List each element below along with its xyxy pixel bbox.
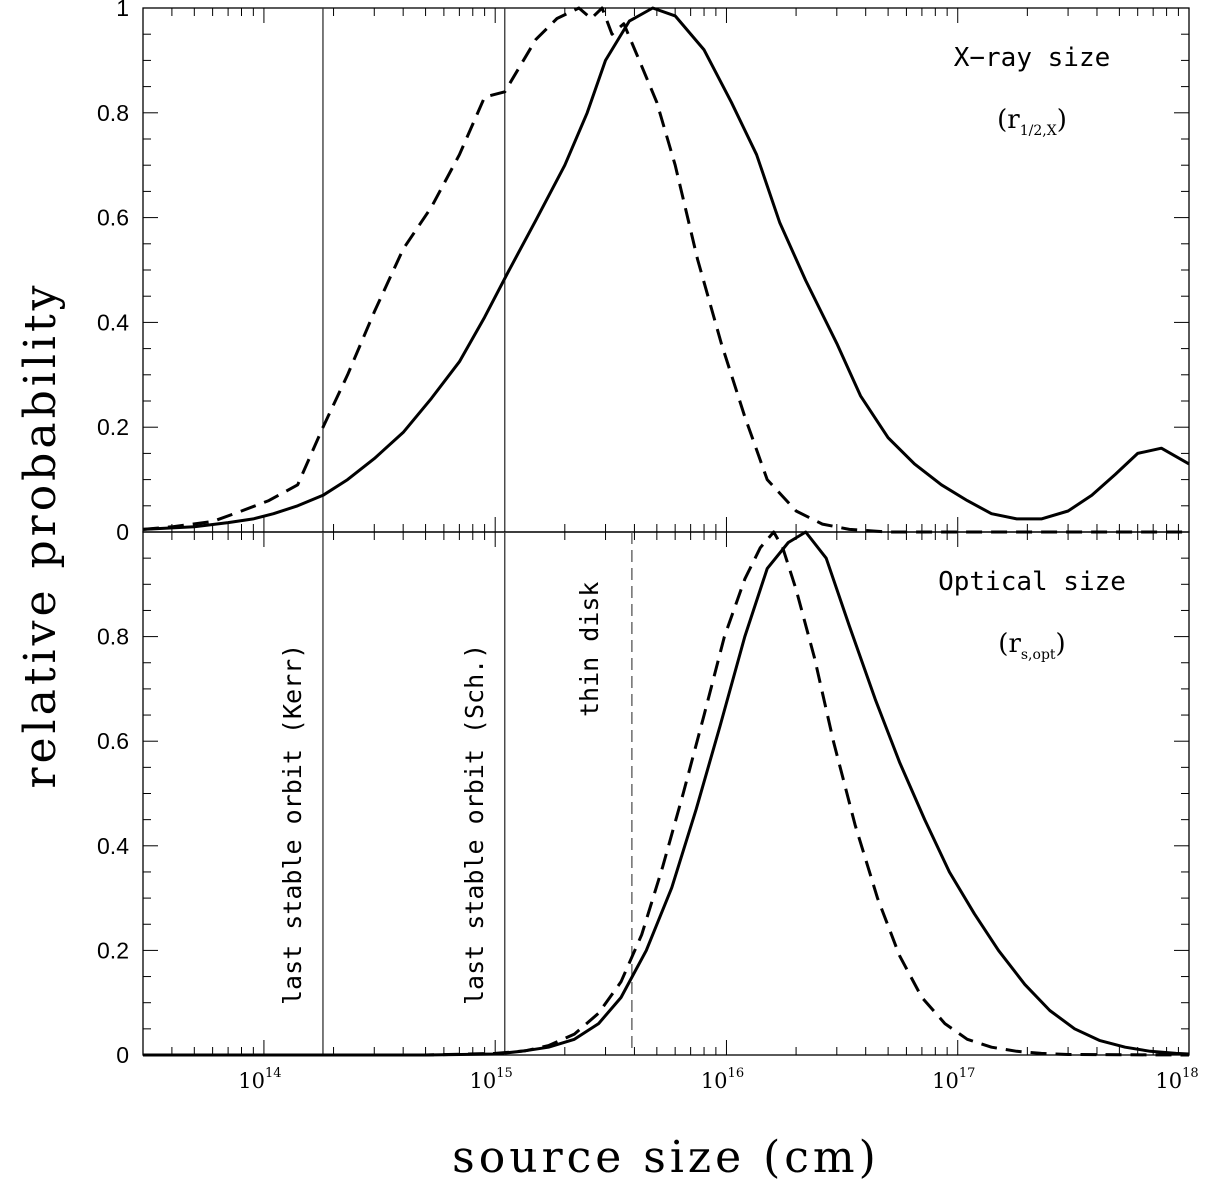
series-line-dashed bbox=[143, 530, 1190, 1057]
y-tick-label: 0.4 bbox=[97, 309, 129, 335]
panel-top: 0 0.2 0.4 0.6 0.8 1 X−ray size (r1/2,X) bbox=[97, 0, 1190, 545]
y-tick-label: 0.6 bbox=[97, 205, 129, 231]
series-line-solid bbox=[142, 6, 1190, 531]
y-tick-label: 1 bbox=[116, 0, 129, 21]
x-tick-label: 1017 bbox=[932, 1066, 975, 1093]
y-tick-label: 0.8 bbox=[97, 624, 129, 650]
panel-annotation: X−ray size bbox=[954, 43, 1111, 73]
panel-annotation-symbol: (r1/2,X) bbox=[997, 105, 1067, 139]
x-tick-label: 1014 bbox=[238, 1066, 281, 1093]
panel-frame bbox=[142, 7, 1190, 533]
series-line-solid bbox=[143, 530, 1190, 1057]
reference-line-label: thin disk bbox=[575, 582, 604, 717]
x-axis-label: source size (cm) bbox=[452, 1132, 880, 1183]
y-tick-label: 0.2 bbox=[97, 937, 129, 963]
y-tick-label: 0.6 bbox=[97, 728, 129, 754]
series-line-dashed bbox=[142, 6, 1189, 534]
x-tick-label: 1016 bbox=[701, 1066, 744, 1093]
panel-annotation-symbol: (rs,opt) bbox=[998, 629, 1065, 663]
y-axis-label: relative probability bbox=[15, 281, 66, 788]
panel-bottom: 0 0.2 0.4 0.6 0.8 Optical size (rs,opt) last st… bbox=[97, 530, 1190, 1068]
y-tick-label: 0 bbox=[116, 1042, 129, 1068]
x-tick-label: 1018 bbox=[1155, 1066, 1198, 1093]
y-tick-label: 0.4 bbox=[97, 833, 129, 859]
y-tick-label: 0 bbox=[116, 519, 129, 545]
panel-annotation: Optical size bbox=[938, 567, 1126, 597]
panels: 00.20.40.60.81X−ray size(r1/2,X)00.20.40… bbox=[97, 0, 1190, 1068]
reference-line-label: last stable orbit (Kerr) bbox=[278, 644, 307, 1005]
reference-line-label: last stable orbit (Sch.) bbox=[460, 644, 489, 1005]
x-tick-labels: 1014 1015 1016 1017 1018 bbox=[238, 1066, 1198, 1093]
y-tick-label: 0.2 bbox=[97, 414, 129, 440]
x-tick-label: 1015 bbox=[470, 1066, 513, 1093]
y-tick-label: 0.8 bbox=[97, 100, 129, 126]
